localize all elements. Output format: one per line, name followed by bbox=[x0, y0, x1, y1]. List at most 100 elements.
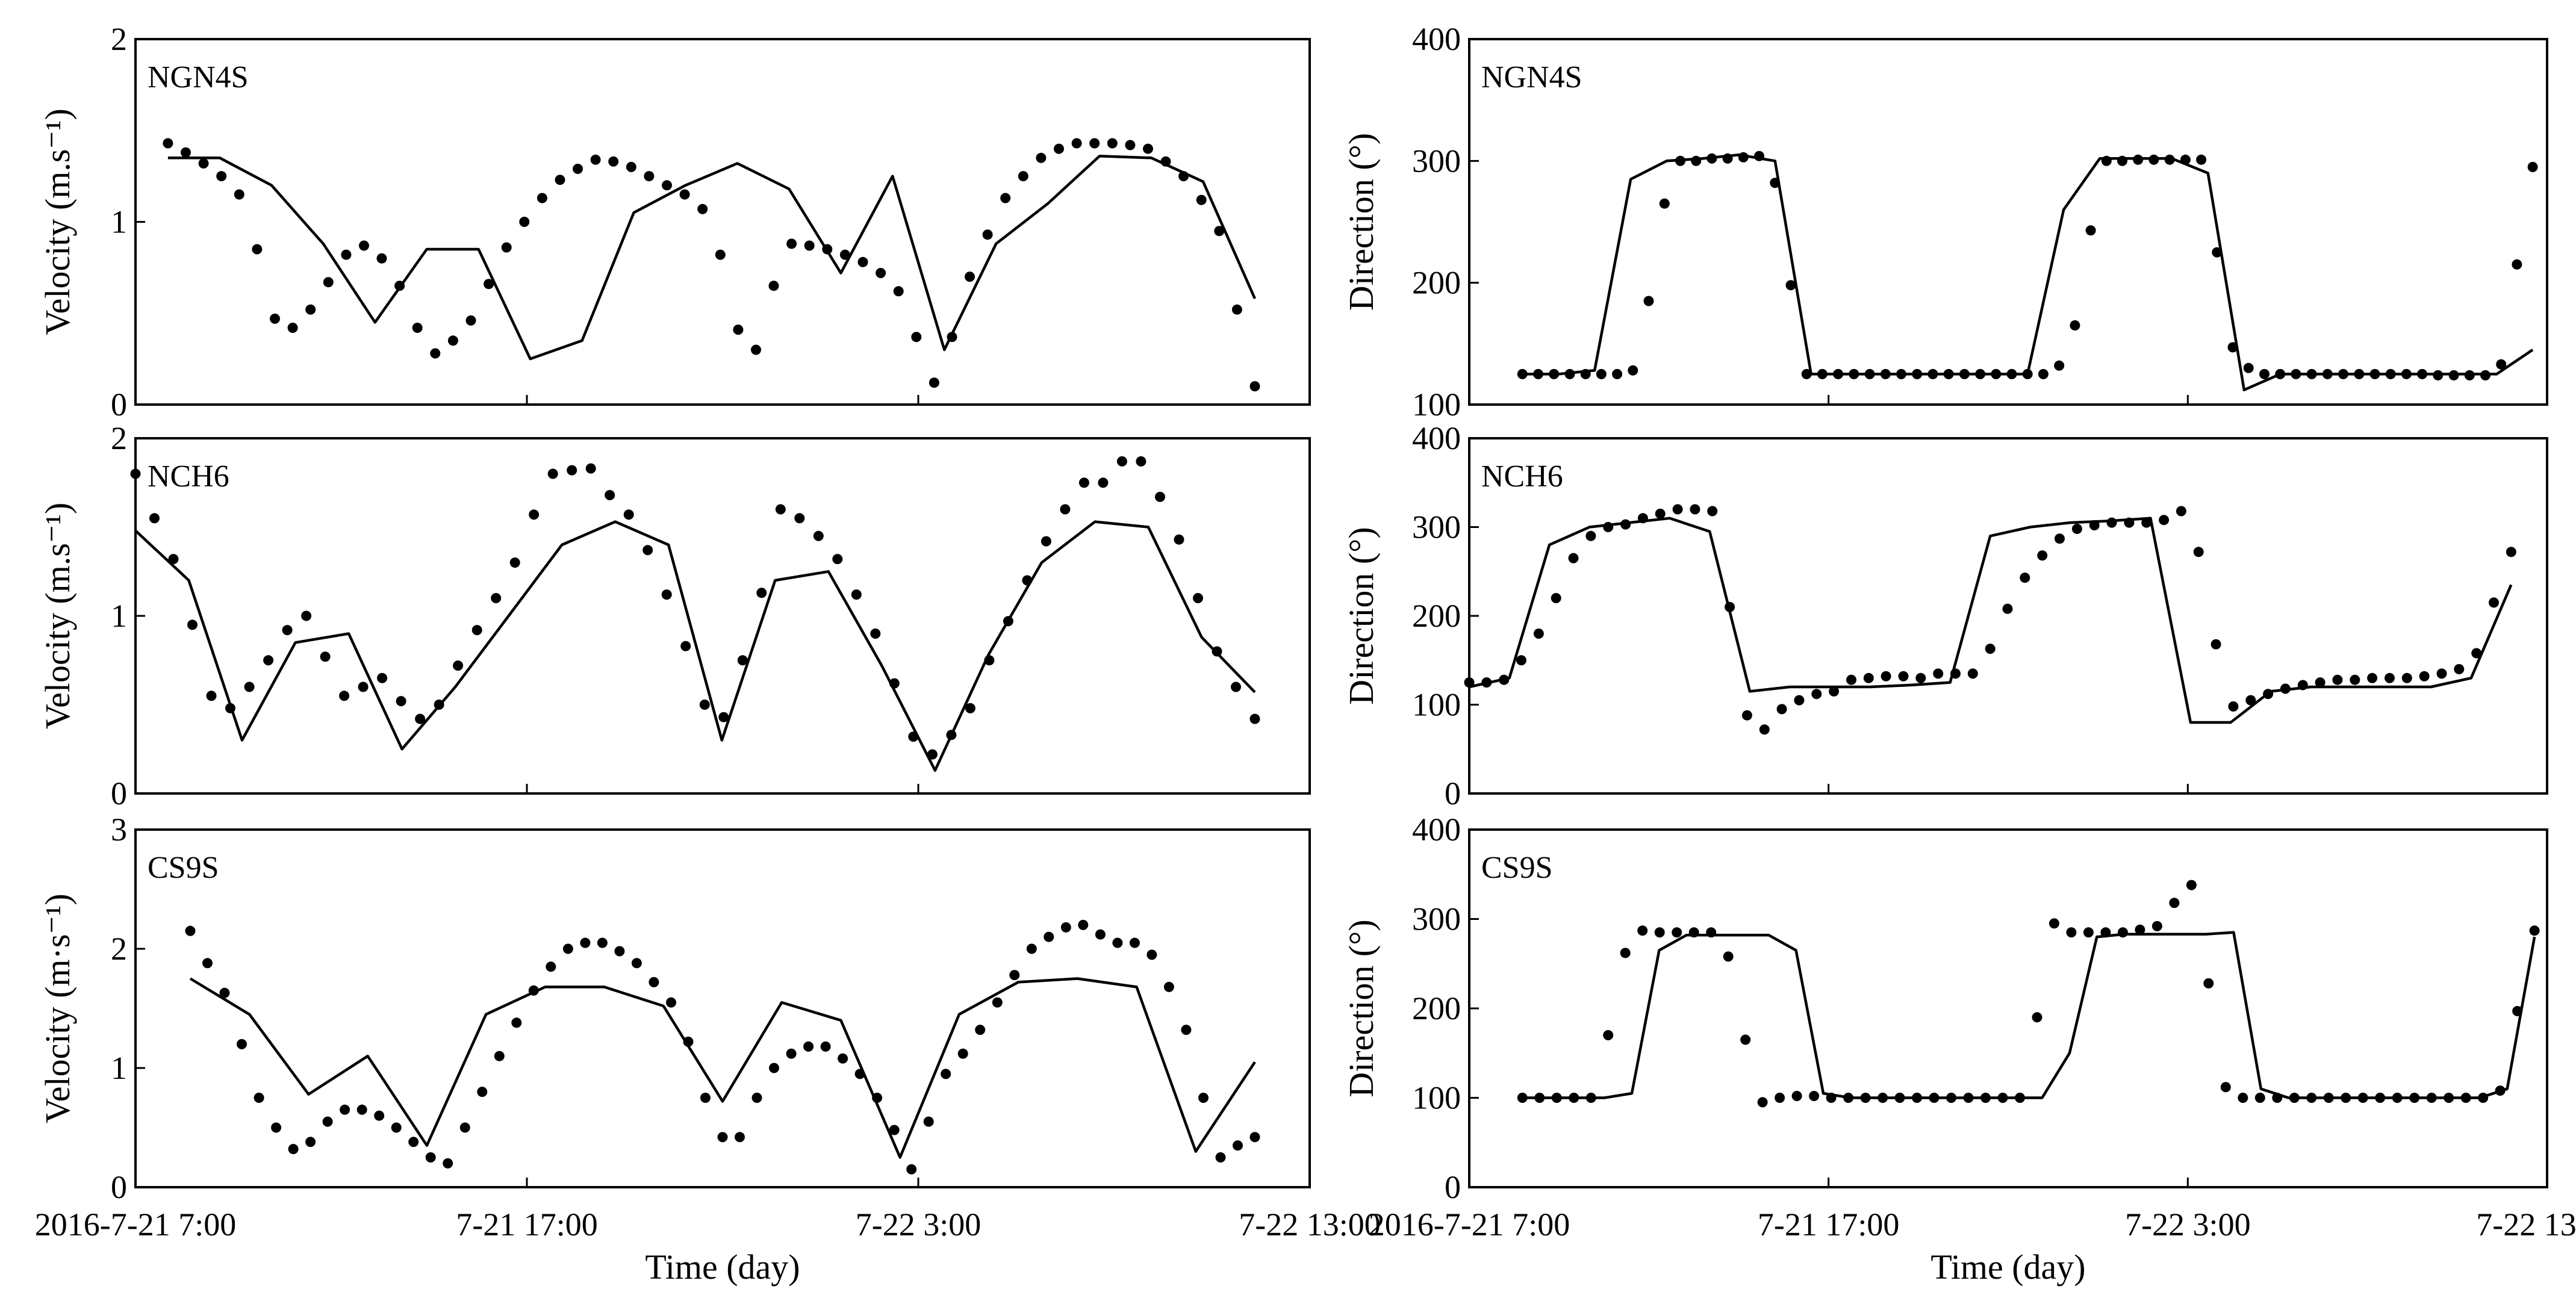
observed-point bbox=[529, 509, 540, 520]
observed-point bbox=[1112, 937, 1123, 948]
observed-point bbox=[2367, 672, 2378, 683]
observed-point bbox=[876, 268, 886, 278]
observed-point bbox=[2006, 368, 2017, 379]
observed-point bbox=[519, 217, 530, 227]
observed-point bbox=[857, 256, 868, 267]
observed-point bbox=[2506, 547, 2516, 557]
observed-point bbox=[359, 240, 369, 251]
y-axis-label: Velocity (m·s⁻¹) bbox=[38, 893, 77, 1123]
observed-point bbox=[2133, 154, 2144, 165]
observed-point bbox=[1809, 1091, 1820, 1101]
y-tick-label: 0 bbox=[111, 1169, 127, 1205]
observed-point bbox=[425, 1152, 436, 1163]
observed-point bbox=[1975, 368, 1986, 379]
observed-point bbox=[1249, 713, 1260, 724]
observed-point bbox=[908, 731, 919, 742]
observed-point bbox=[263, 655, 274, 666]
observed-point bbox=[305, 1137, 316, 1147]
observed-point bbox=[1018, 171, 1028, 182]
observed-point bbox=[1878, 1093, 1888, 1103]
observed-point bbox=[1603, 1030, 1614, 1040]
observed-point bbox=[471, 625, 482, 636]
observed-point bbox=[185, 925, 196, 936]
observed-point bbox=[957, 1048, 968, 1059]
observed-point bbox=[751, 344, 761, 355]
observed-point bbox=[1794, 695, 1805, 706]
y-tick-label: 100 bbox=[1412, 387, 1461, 423]
observed-point bbox=[1620, 519, 1631, 530]
observed-point bbox=[1198, 1093, 1209, 1103]
observed-point bbox=[341, 249, 352, 260]
station-label: CS9S bbox=[148, 851, 219, 885]
observed-point bbox=[1125, 140, 1136, 151]
observed-point bbox=[984, 655, 995, 666]
observed-point bbox=[590, 154, 601, 165]
observed-point bbox=[1585, 1093, 1596, 1103]
observed-point bbox=[1843, 1093, 1854, 1103]
observed-point bbox=[1499, 674, 1510, 685]
observed-point bbox=[2401, 672, 2412, 683]
observed-point bbox=[322, 1116, 333, 1127]
observed-point bbox=[1196, 194, 1207, 205]
observed-point bbox=[605, 489, 615, 500]
observed-point bbox=[751, 1093, 762, 1103]
y-tick-label: 400 bbox=[1412, 420, 1461, 456]
observed-point bbox=[715, 249, 726, 260]
observed-point bbox=[1060, 504, 1071, 515]
observed-point bbox=[2002, 603, 2013, 614]
observed-point bbox=[1136, 456, 1146, 467]
observed-point bbox=[2015, 1093, 2025, 1103]
observed-point bbox=[851, 589, 862, 600]
observed-point bbox=[340, 1104, 350, 1115]
observed-point bbox=[2254, 1093, 2265, 1103]
observed-point bbox=[832, 554, 843, 565]
observed-point bbox=[1860, 1093, 1871, 1103]
observed-point bbox=[2193, 547, 2204, 557]
observed-point bbox=[2151, 920, 2162, 931]
observed-point bbox=[820, 1041, 831, 1052]
observed-point bbox=[1706, 927, 1717, 938]
observed-point bbox=[2289, 1093, 2300, 1103]
observed-point bbox=[597, 937, 608, 948]
y-tick-label: 200 bbox=[1412, 990, 1461, 1026]
observed-point bbox=[1654, 927, 1665, 938]
observed-point bbox=[2220, 1082, 2231, 1093]
observed-point bbox=[391, 1122, 402, 1133]
observed-point bbox=[2085, 225, 2096, 236]
observed-point bbox=[1174, 534, 1184, 545]
plot-frame bbox=[134, 828, 1311, 1188]
y-tick-label: 1 bbox=[111, 598, 127, 634]
observed-point bbox=[2203, 978, 2214, 989]
observed-point bbox=[1725, 601, 1735, 612]
observed-point bbox=[1880, 368, 1891, 379]
observed-point bbox=[666, 997, 676, 1008]
observed-point bbox=[434, 700, 444, 710]
observed-point bbox=[614, 946, 625, 957]
y-tick-label: 300 bbox=[1412, 901, 1461, 937]
observed-point bbox=[2212, 247, 2223, 258]
observed-point bbox=[287, 323, 298, 333]
observed-point bbox=[1881, 671, 1891, 681]
observed-point bbox=[2350, 674, 2360, 685]
observed-point bbox=[225, 703, 235, 713]
observed-point bbox=[1603, 522, 1614, 532]
observed-point bbox=[1533, 629, 1544, 639]
observed-point bbox=[484, 279, 494, 290]
observed-point bbox=[2101, 155, 2112, 166]
station-label: NGN4S bbox=[148, 60, 249, 95]
plot-frame bbox=[1468, 437, 2548, 795]
observed-point bbox=[1757, 1097, 1768, 1108]
observed-point bbox=[946, 730, 957, 740]
observed-point bbox=[580, 937, 591, 948]
observed-point bbox=[870, 629, 881, 639]
observed-point bbox=[2164, 154, 2175, 165]
observed-point bbox=[2357, 1093, 2368, 1103]
observed-point bbox=[244, 681, 255, 692]
x-tick-label: 7-22 3:00 bbox=[856, 1206, 982, 1243]
observed-point bbox=[623, 509, 634, 520]
observed-point bbox=[1722, 153, 1733, 164]
observed-point bbox=[1759, 724, 1770, 735]
observed-point bbox=[889, 1125, 900, 1135]
observed-point bbox=[1146, 949, 1157, 960]
observed-point bbox=[1849, 368, 1859, 379]
